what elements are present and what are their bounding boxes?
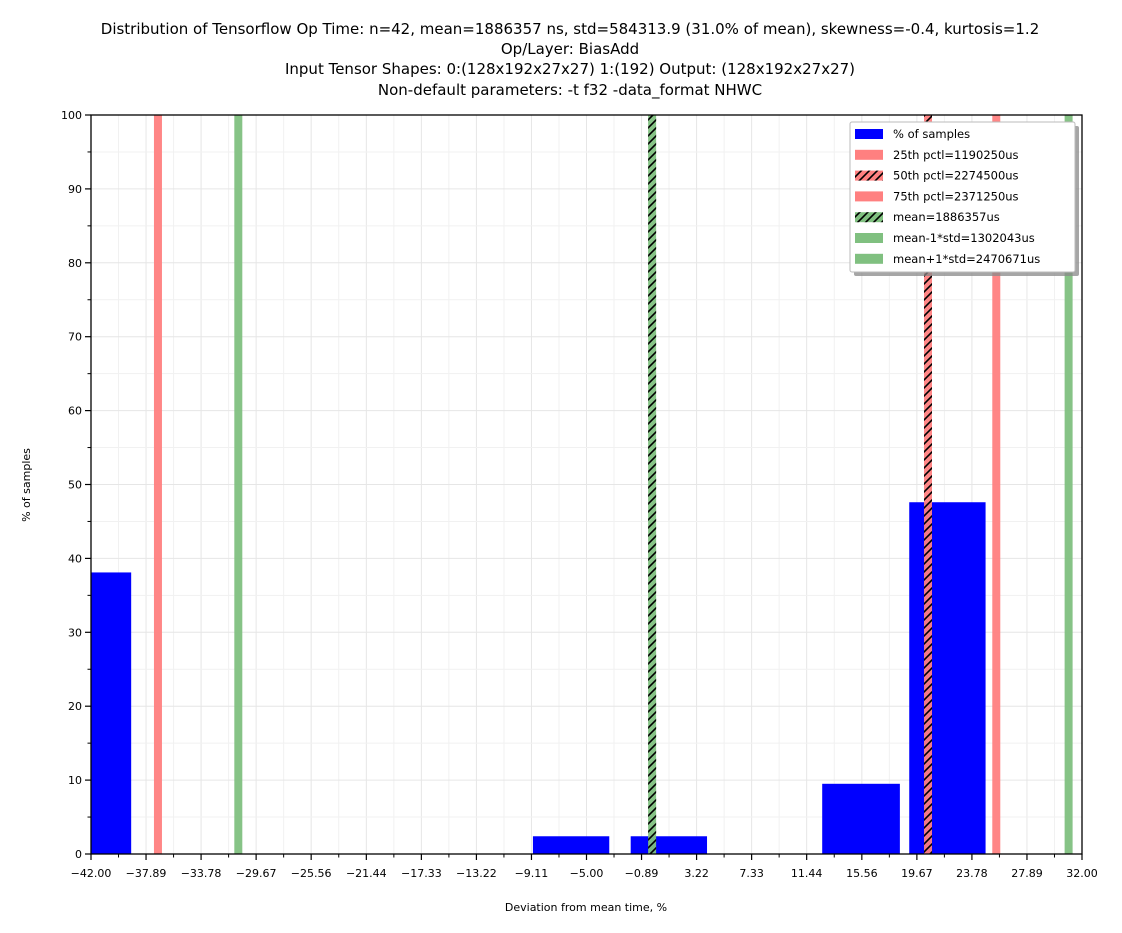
x-tick-label: −25.56: [291, 867, 332, 880]
legend-label: 50th pctl=2274500us: [893, 169, 1019, 183]
legend-entry-5: mean=1886357us: [855, 210, 1000, 224]
x-tick-label: −42.00: [71, 867, 112, 880]
x-tick-label: −17.33: [401, 867, 442, 880]
y-tick-label: 50: [68, 479, 82, 492]
x-tick-label: −5.00: [570, 867, 604, 880]
title-line-4: Non-default parameters: -t f32 -data_for…: [378, 81, 762, 100]
x-tick-label: −37.89: [126, 867, 167, 880]
x-axis-label: Deviation from mean time, %: [505, 901, 667, 914]
x-tick-label: −21.44: [346, 867, 387, 880]
title-line-3: Input Tensor Shapes: 0:(128x192x27x27) 1…: [285, 60, 855, 78]
x-tick-label: −9.11: [515, 867, 549, 880]
x-tick-label: 32.00: [1066, 867, 1098, 880]
y-tick-label: 40: [68, 552, 82, 565]
y-tick-label: 80: [68, 257, 82, 270]
y-tick-label: 70: [68, 331, 82, 344]
legend-entry-4: 75th pctl=2371250us: [855, 189, 1019, 203]
legend-entry-3: 50th pctl=2274500us: [855, 169, 1019, 183]
x-tick-label: −0.89: [625, 867, 659, 880]
legend: % of samples 25th pctl=1190250us 50th pctl…: [849, 121, 1079, 276]
legend-entry-7: mean+1*std=2470671us: [855, 252, 1040, 266]
legend-label: mean+1*std=2470671us: [893, 252, 1040, 266]
y-tick-label: 100: [61, 109, 82, 122]
legend-label: 75th pctl=2371250us: [893, 189, 1019, 203]
legend-swatch: [855, 149, 883, 160]
x-tick-label: 7.33: [739, 867, 764, 880]
legend-swatch: [855, 233, 883, 243]
legend-label: 25th pctl=1190250us: [893, 148, 1019, 162]
histogram-bar-5: [909, 502, 986, 854]
y-tick-label: 90: [68, 183, 82, 196]
y-tick-label: 10: [68, 774, 82, 787]
histogram-bar-1: [91, 572, 132, 854]
25th-pctl-line: [153, 115, 162, 854]
x-tick-label: 27.89: [1011, 867, 1043, 880]
median-line: [923, 115, 932, 854]
histogram-bar-2: [532, 836, 610, 854]
x-tick-label: −13.22: [456, 867, 497, 880]
y-tick-label: 60: [68, 405, 82, 418]
75th-pctl-line: [992, 115, 1001, 854]
mean-plus-std-line: [1064, 115, 1073, 854]
x-tick-label: 15.56: [846, 867, 878, 880]
legend-label: % of samples: [893, 127, 970, 141]
x-tick-label: −33.78: [181, 867, 222, 880]
x-tick-label: 11.44: [791, 867, 823, 880]
legend-entry-6: mean-1*std=1302043us: [855, 231, 1035, 245]
histogram-bar-4: [822, 783, 900, 854]
legend-entry-2: 25th pctl=1190250us: [855, 148, 1019, 162]
mean-minus-std-line: [234, 115, 243, 854]
y-tick-label: 30: [68, 626, 82, 639]
x-tick-label: 19.67: [901, 867, 933, 880]
title-line-2: Op/Layer: BiasAdd: [501, 40, 639, 58]
x-tick-label: 3.22: [684, 867, 709, 880]
mean-line: [648, 115, 657, 854]
chart-title: Distribution of Tensorflow Op Time: n=42…: [101, 20, 1039, 100]
legend-label: mean-1*std=1302043us: [893, 231, 1035, 245]
legend-swatch: [855, 191, 883, 202]
legend-swatch: [855, 129, 883, 139]
x-tick-label: −29.67: [236, 867, 277, 880]
y-tick-label: 20: [68, 700, 82, 713]
legend-label: mean=1886357us: [893, 210, 1000, 224]
legend-box: [849, 121, 1076, 273]
histogram-bar-3: [630, 836, 708, 854]
axis-ticks: −42.00 −37.89 −33.78 −29.67 −25.56 −21.44 −17.…: [61, 109, 1098, 880]
y-tick-label: 0: [75, 848, 82, 861]
y-axis-label: % of samples: [20, 448, 33, 522]
x-tick-label: 23.78: [956, 867, 988, 880]
legend-swatch: [855, 253, 883, 264]
histogram-bars: [91, 502, 986, 854]
title-line-1: Distribution of Tensorflow Op Time: n=42…: [101, 20, 1039, 38]
legend-entry-1: % of samples: [855, 127, 970, 141]
reference-lines: [153, 115, 1073, 854]
